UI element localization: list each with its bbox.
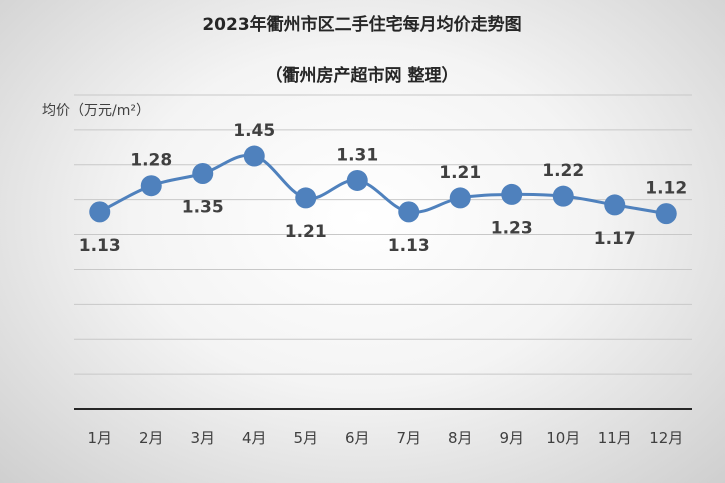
data-point	[89, 201, 111, 223]
x-tick-label: 1月	[87, 429, 112, 447]
chart-subtitle: （衢州房产超市网 整理）	[266, 65, 459, 86]
data-label: 1.22	[542, 161, 584, 181]
data-label: 1.35	[182, 198, 224, 218]
data-point	[243, 145, 265, 167]
data-label: 1.12	[645, 179, 687, 199]
data-point	[552, 185, 574, 207]
x-tick-label: 9月	[499, 429, 524, 447]
data-point	[449, 187, 471, 209]
data-point	[655, 203, 677, 225]
x-tick-label: 11月	[598, 429, 632, 447]
x-tick-label: 7月	[396, 429, 421, 447]
data-label: 1.13	[388, 236, 430, 256]
x-tick-label: 6月	[345, 429, 370, 447]
x-tick-label: 4月	[242, 429, 267, 447]
y-axis-label: 均价（万元/m²）	[42, 103, 150, 119]
gridlines	[74, 94, 692, 410]
data-label: 1.45	[233, 121, 275, 141]
data-label: 1.21	[285, 222, 327, 242]
data-points	[89, 145, 677, 225]
x-tick-label: 5月	[293, 429, 318, 447]
data-point	[295, 187, 317, 209]
data-point	[604, 194, 626, 216]
data-point	[501, 183, 523, 205]
data-label: 1.13	[79, 236, 121, 256]
x-tick-label: 10月	[546, 429, 580, 447]
data-labels: 1.13 1.28 1.35 1.45 1.21 1.31 1.13 1.21 1.23 1.22…	[79, 121, 687, 256]
x-tick-label: 8月	[448, 429, 473, 447]
x-tick-label: 2月	[139, 429, 164, 447]
data-point	[346, 169, 368, 191]
data-label: 1.23	[491, 218, 533, 238]
data-label: 1.28	[130, 151, 172, 171]
chart-title: 2023年衢州市区二手住宅每月均价走势图	[202, 14, 521, 35]
data-point	[192, 163, 214, 184]
data-label: 1.17	[594, 229, 636, 249]
x-tick-label: 12月	[649, 429, 683, 447]
data-label: 1.21	[439, 163, 481, 183]
data-point	[398, 201, 420, 223]
x-axis-ticks: 1月 2月 3月 4月 5月 6月 7月 8月 9月 10月 11月 12月	[87, 429, 683, 447]
data-point	[140, 175, 162, 197]
x-tick-label: 3月	[190, 429, 215, 447]
data-label: 1.31	[336, 145, 378, 165]
